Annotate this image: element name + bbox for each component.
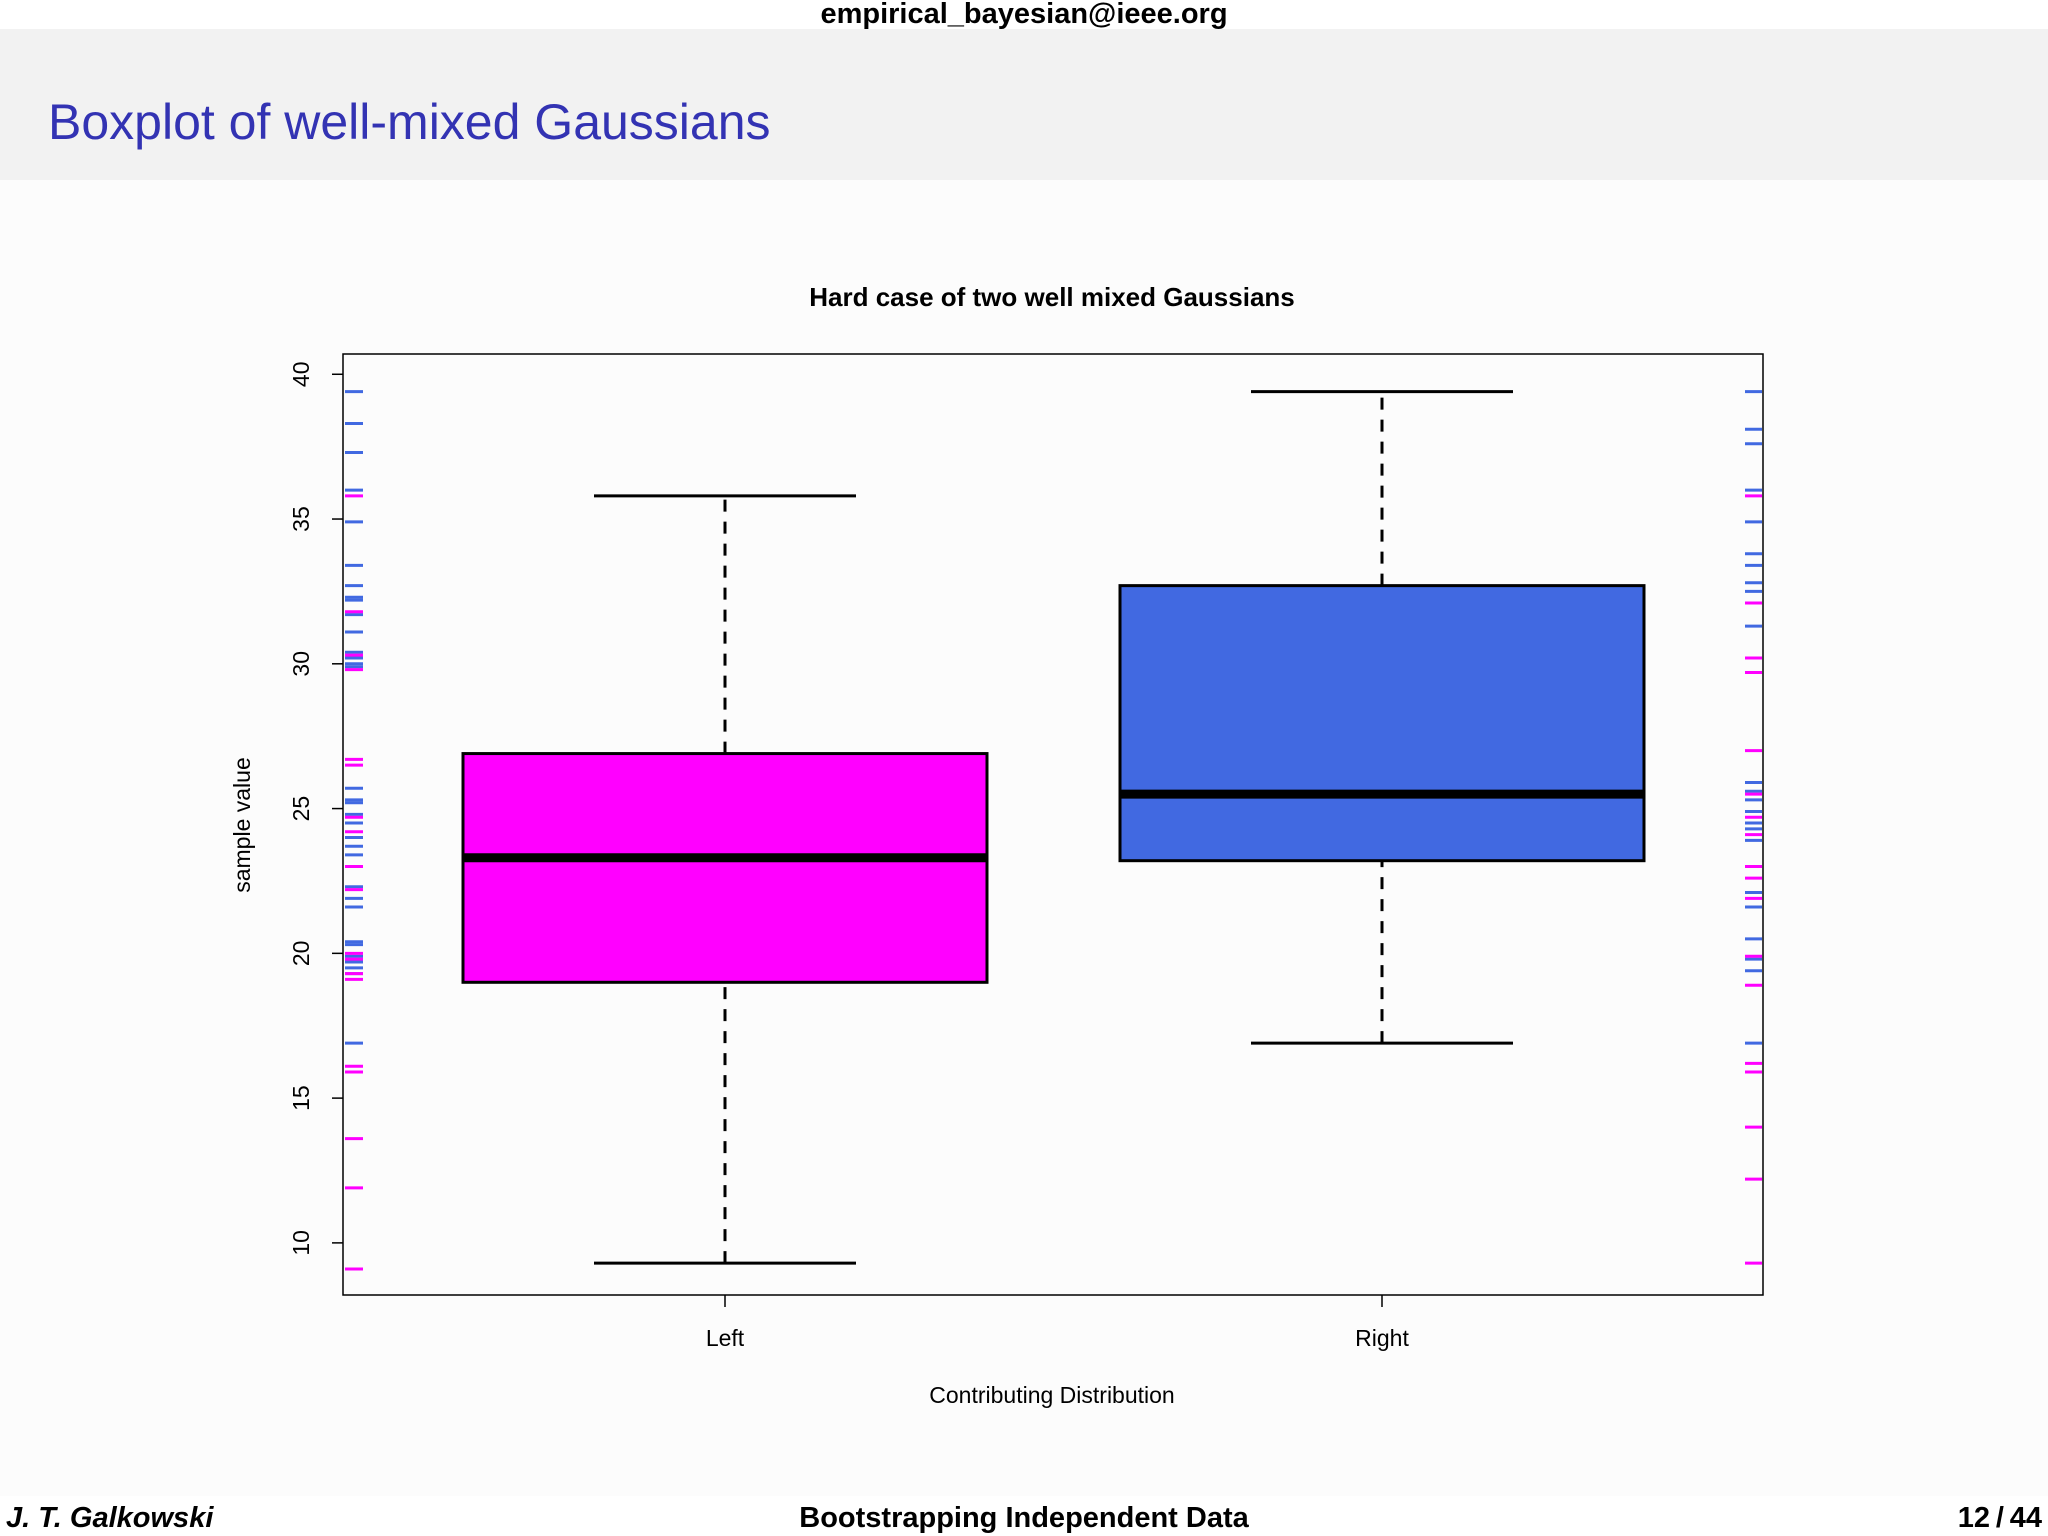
y-tick-label: 25 [288, 796, 314, 822]
box-right [1118, 390, 1646, 1045]
x-tick-label: Right [1355, 1325, 1409, 1351]
title-band [0, 29, 2048, 180]
footer-talk-title: Bootstrapping Independent Data [799, 1502, 1249, 1534]
y-tick-label: 10 [288, 1230, 314, 1256]
box-iqr [1118, 584, 1646, 863]
y-tick-label: 30 [288, 651, 314, 677]
y-axis-label: sample value [229, 757, 255, 893]
chart-title: Hard case of two well mixed Gaussians [809, 282, 1295, 312]
y-tick-label: 15 [288, 1085, 314, 1111]
box-left [461, 494, 989, 1265]
y-tick-label: 20 [288, 941, 314, 967]
box-iqr [461, 752, 989, 984]
footer: J. T. Galkowski Bootstrapping Independen… [0, 1500, 2048, 1536]
page-current: 12 [1957, 1502, 1991, 1534]
x-axis-label: Contributing Distribution [929, 1382, 1174, 1408]
y-tick-label: 40 [288, 361, 314, 387]
y-tick-label: 35 [288, 506, 314, 532]
header-email: empirical_bayesian@ieee.org [820, 0, 1228, 29]
x-tick-label: Left [706, 1325, 745, 1351]
footer-author: J. T. Galkowski [6, 1502, 214, 1534]
boxplot-chart: Hard case of two well mixed Gaussians Co… [229, 282, 1764, 1408]
plot-background [0, 180, 2048, 1496]
frame-title: Boxplot of well-mixed Gaussians [48, 94, 771, 150]
page-total: 44 [2009, 1502, 2042, 1534]
footer-page-number: 12 / 44 [1957, 1502, 2042, 1534]
plot-frame [342, 353, 1764, 1296]
